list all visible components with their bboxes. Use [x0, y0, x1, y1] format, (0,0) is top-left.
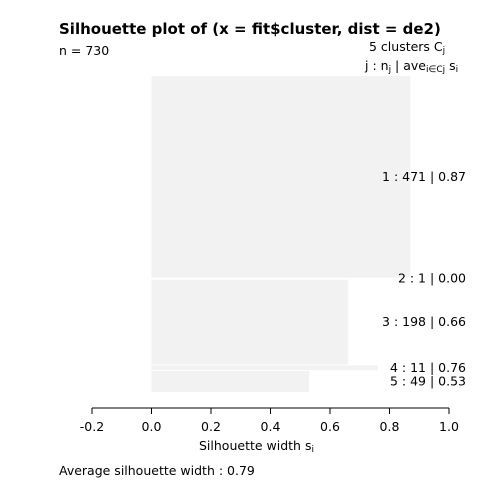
x-tick-label: 0.2	[201, 419, 221, 434]
x-axis-label-sub: i	[311, 445, 314, 455]
silhouette-bar	[152, 365, 378, 370]
x-tick-label: 1.0	[439, 419, 459, 434]
cluster-label: 1 : 471 | 0.87	[382, 169, 466, 184]
silhouette-bar	[152, 76, 411, 278]
x-tick-label: 0.6	[320, 419, 340, 434]
cluster-label: 5 : 49 | 0.53	[390, 374, 466, 389]
x-tick-label: 0.8	[380, 419, 400, 434]
average-silhouette-label: Average silhouette width : 0.79	[59, 465, 255, 478]
x-tick-label: -0.2	[80, 419, 104, 434]
cluster-label: 3 : 198 | 0.66	[382, 314, 466, 329]
x-tick-label: 0.0	[142, 419, 162, 434]
cluster-label: 2 : 1 | 0.00	[398, 271, 466, 286]
x-axis-label-text: Silhouette width s	[199, 438, 311, 453]
x-tick-label: 0.4	[261, 419, 281, 434]
silhouette-bar	[152, 371, 310, 392]
silhouette-bar	[152, 280, 348, 365]
x-axis-label: Silhouette width si	[199, 440, 314, 455]
